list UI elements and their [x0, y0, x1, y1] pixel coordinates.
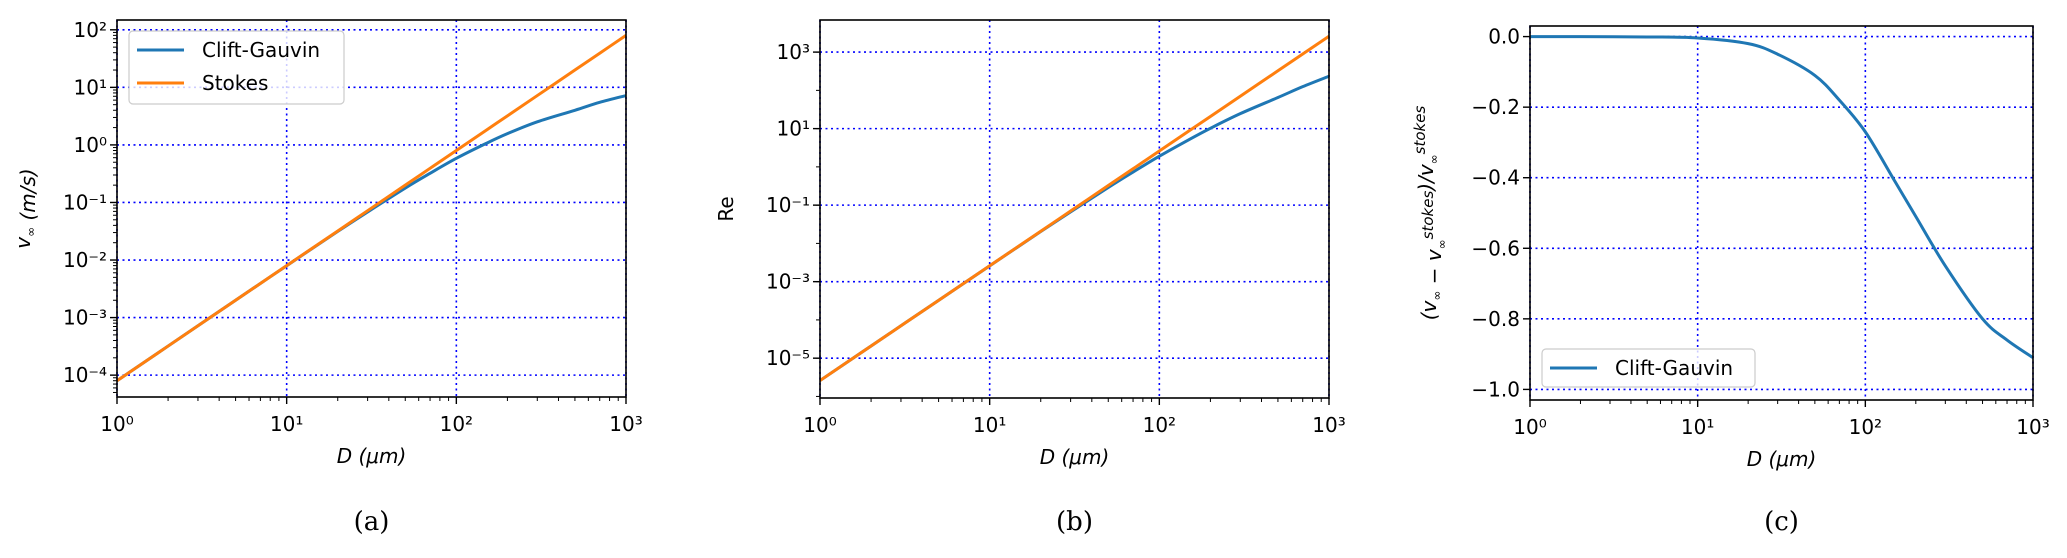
y-tick-label: −0.4	[1471, 166, 1520, 190]
y-tick-label: 10⁻⁵	[766, 346, 810, 370]
series-line-clift-gauvin	[1529, 35, 2034, 359]
axes-frame	[1529, 25, 2034, 401]
legend-label: Clift-Gauvin	[1615, 356, 1733, 380]
y-tick-label: 10⁻⁴	[63, 363, 107, 387]
y-tick-label: 10⁻¹	[766, 193, 810, 217]
x-tick-label: 10³	[609, 412, 642, 436]
x-tick-label: 10⁰	[803, 413, 836, 437]
y-tick-label: 10⁻²	[63, 248, 107, 272]
x-tick-label: 10³	[2016, 415, 2049, 439]
y-axis-label: v∞ (m/s)	[11, 168, 40, 248]
y-axis-label-part: ∞	[1435, 239, 1449, 249]
y-tick-label: 10¹	[74, 75, 107, 99]
x-tick-label: 10²	[440, 412, 473, 436]
y-tick-label: 10³	[777, 40, 810, 64]
y-axis-label: Re	[714, 196, 738, 221]
axes-frame	[116, 19, 627, 398]
x-tick-label: 10¹	[1681, 415, 1714, 439]
y-axis-label-part: stokes	[1419, 191, 1437, 240]
grid	[1529, 26, 2034, 400]
x-axis-label: D (μm)	[1747, 447, 1817, 471]
y-tick-label: 10¹	[777, 117, 810, 141]
legend-label: Clift-Gauvin	[202, 38, 320, 62]
y-axis-label-part: Re	[714, 196, 738, 221]
y-axis-label-part: − v	[1422, 248, 1446, 290]
series-line-clift-gauvin	[116, 94, 627, 382]
legend-box	[1541, 348, 1756, 388]
subplot-caption: (b)	[1056, 507, 1093, 537]
x-tick-label: 10¹	[973, 413, 1006, 437]
y-tick-label: −1.0	[1471, 377, 1520, 401]
series-line-stokes	[819, 34, 1330, 382]
subplot-c: 10⁰ 10¹ 10² 10³ −1.0 −0.8 −0.6 −0.4 −0.2 0.0 D (μm…	[1411, 25, 2050, 537]
subplot-a: 10⁰ 10¹ 10² 10³ 10⁻⁴ 10⁻³ 10⁻² 10⁻¹ 10⁰ 10¹ 10² D (…	[11, 18, 643, 537]
y-tick-label: −0.2	[1471, 95, 1520, 119]
y-axis-label-part: ∞	[24, 227, 38, 237]
x-tick-label: 10⁰	[100, 412, 133, 436]
y-axis-label-part: stokes	[1411, 106, 1429, 155]
x-tick-label: 10²	[1143, 413, 1176, 437]
y-tick-label: −0.6	[1471, 236, 1520, 260]
legend-label: Stokes	[202, 71, 268, 95]
y-axis-label-part: ∞	[1427, 154, 1441, 164]
y-tick-label: 0.0	[1488, 25, 1520, 49]
subplot-caption: (c)	[1764, 507, 1799, 537]
y-axis-label-part: (m/s)	[16, 168, 40, 227]
y-tick-label: 10⁻³	[766, 270, 810, 294]
y-tick-label: 10⁻³	[63, 306, 107, 330]
y-axis-label-part: ∞	[1430, 291, 1444, 301]
y-axis-label-part: (v	[1417, 299, 1441, 320]
x-tick-label: 10³	[1312, 413, 1345, 437]
series-line-stokes	[116, 34, 627, 382]
y-tick-label: 10²	[74, 18, 107, 42]
y-tick-label: 10⁻¹	[63, 190, 107, 214]
x-tick-label: 10¹	[270, 412, 303, 436]
legend: Clift-Gauvin	[1541, 348, 1756, 388]
x-tick-label: 10²	[1849, 415, 1882, 439]
axes-frame	[819, 19, 1330, 399]
x-axis-label: D (μm)	[1040, 445, 1110, 469]
y-axis-label-part: v	[11, 236, 35, 249]
y-axis-label-part: )/v	[1414, 163, 1438, 193]
legend: Clift-Gauvin Stokes	[128, 30, 345, 105]
subplot-b: 10⁰ 10¹ 10² 10³ 10⁻⁵ 10⁻³ 10⁻¹ 10¹ 10³ D (μm) Re (b…	[714, 19, 1346, 537]
x-tick-label: 10⁰	[1513, 415, 1546, 439]
x-axis-label: D (μm)	[337, 444, 407, 468]
y-tick-label: −0.8	[1471, 307, 1520, 331]
y-tick-label: 10⁰	[74, 133, 107, 157]
series-line-clift-gauvin	[819, 74, 1330, 382]
y-axis-label: (v∞ − v∞stokes)/v∞stokes	[1411, 106, 1449, 321]
subplot-caption: (a)	[354, 507, 390, 537]
